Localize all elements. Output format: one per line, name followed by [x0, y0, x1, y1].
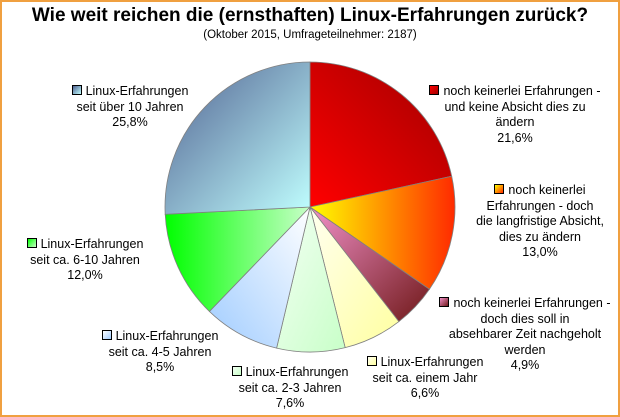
slice-value-label: 25,8% [112, 115, 148, 129]
slice-label-text: doch dies soll in [480, 311, 570, 326]
slice-label-text: und keine Absicht dies zu [444, 99, 586, 114]
slice-label-text: Linux-Erfahrungen [115, 329, 219, 343]
slice-value-label: 8,5% [145, 360, 175, 374]
slice-label-text: dies zu ändern [498, 229, 581, 244]
slice-label-text: seit ca. einem Jahr [372, 370, 478, 385]
slice-label-text: Erfahrungen - doch [486, 198, 594, 213]
pie-slice-1 [309, 175, 456, 290]
slice-value-label: 13,0% [522, 245, 558, 259]
slice-label-4: Linux-Erfahrungen seit ca. 2-3 Jahren 7,6% [225, 365, 355, 412]
slice-value-label: 12,0% [67, 268, 103, 282]
legend-swatch [429, 85, 440, 95]
pie-slice-0 [309, 61, 453, 208]
slice-label-text: Linux-Erfahrungen [245, 365, 349, 379]
slice-value-label: 4,9% [510, 358, 540, 372]
slice-value-label: 6,6% [410, 386, 440, 400]
slice-label-0: noch keinerlei Erfahrungen - und keine Ab… [420, 84, 610, 146]
slice-label-text: seit ca. 6-10 Jahren [30, 252, 140, 267]
slice-label-2: noch keinerlei Erfahrungen - doch dies so… [430, 296, 620, 374]
slice-label-text: noch keinerlei [508, 183, 586, 197]
slice-label-1: noch keinerlei Erfahrungen - doch die lang… [470, 183, 610, 261]
slice-value-label: 7,6% [275, 396, 305, 410]
slice-label-text: seit ca. 4-5 Jahren [108, 344, 212, 359]
slice-label-text: ändern [495, 115, 535, 129]
slice-label-text: absehbarer Zeit nachgeholt [448, 327, 602, 341]
legend-swatch [231, 366, 242, 376]
slice-label-3: Linux-Erfahrungen seit ca. einem Jahr 6,6% [355, 355, 495, 402]
legend-swatch [26, 238, 37, 248]
slice-label-text: noch keinerlei Erfahrungen - [453, 296, 611, 310]
slice-label-text: die langfristige Absicht, [476, 214, 604, 228]
slice-label-6: Linux-Erfahrungen seit ca. 6-10 Jahren 12,… [20, 237, 150, 284]
slice-label-7: Linux-Erfahrungen seit über 10 Jahren 25,8… [60, 84, 200, 131]
pie-slice-6 [164, 206, 311, 313]
legend-swatch [366, 356, 377, 366]
legend-swatch [101, 330, 112, 340]
slice-label-text: Linux-Erfahrungen [85, 84, 189, 98]
legend-swatch [71, 85, 82, 95]
chart-subtitle: (Oktober 2015, Umfrageteilnehmer: 2187) [203, 29, 417, 41]
pie-slice-7 [164, 61, 311, 215]
slice-label-text: noch keinerlei Erfahrungen - [443, 84, 601, 98]
slice-value-label: 21,6% [497, 130, 533, 145]
slice-label-5: Linux-Erfahrungen seit ca. 4-5 Jahren 8,5% [95, 329, 225, 376]
slice-label-text: seit über 10 Jahren [76, 99, 184, 114]
slice-label-text: seit ca. 2-3 Jahren [238, 380, 342, 395]
chart-title: Wie weit reichen die (ernsthaften) Linux… [31, 5, 589, 26]
slice-label-text: Linux-Erfahrungen [380, 355, 484, 369]
legend-swatch [494, 184, 505, 194]
legend-swatch [439, 297, 450, 307]
slice-label-text: Linux-Erfahrungen [40, 237, 144, 251]
slice-label-text: werden [504, 342, 546, 357]
